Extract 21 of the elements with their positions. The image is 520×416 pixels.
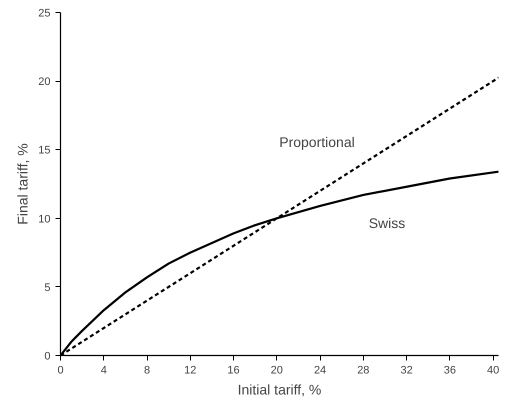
x-tick-label: 4 — [100, 364, 107, 376]
y-tick-label: 0 — [44, 350, 51, 362]
y-axis-title: Final tariff, % — [14, 143, 30, 225]
y-tick-label: 10 — [38, 213, 51, 226]
x-tick-label: 24 — [314, 364, 326, 376]
x-axis-title: Initial tariff, % — [238, 382, 322, 398]
x-tick-label: 12 — [184, 364, 196, 376]
y-tick-label: 25 — [38, 8, 51, 20]
x-tick-label: 8 — [144, 364, 150, 376]
x-tick-label: 36 — [444, 364, 456, 376]
y-tick-label: 20 — [38, 76, 51, 88]
x-tick-label: 40 — [486, 364, 500, 376]
y-tick-label: 15 — [38, 144, 51, 157]
series-label: Swiss — [368, 215, 406, 232]
series-label: Proportional — [279, 134, 355, 150]
x-tick-label: 28 — [357, 364, 370, 376]
x-tick-label: 0 — [57, 364, 64, 376]
x-tick-label: 16 — [227, 364, 240, 376]
x-tick-label: 20 — [270, 364, 283, 376]
y-tick-label: 5 — [44, 282, 51, 294]
x-tick-label: 32 — [400, 364, 413, 376]
